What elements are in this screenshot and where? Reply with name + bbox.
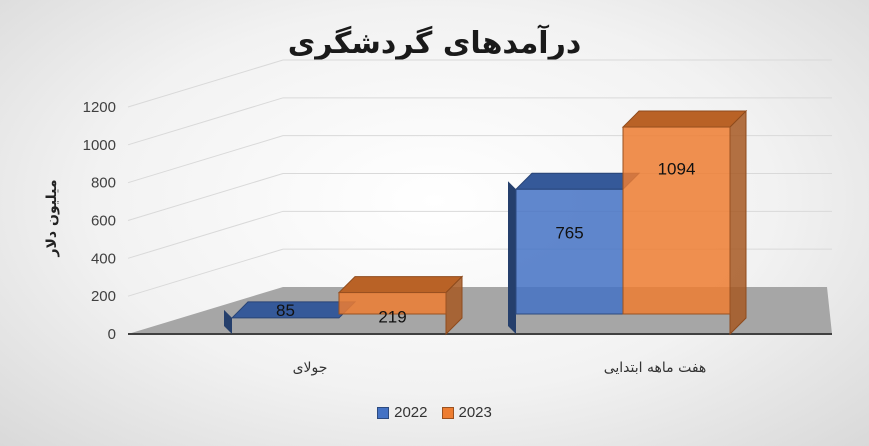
legend-swatch-2022: [377, 406, 390, 419]
gridline: [127, 97, 832, 146]
bar-top-face: [514, 172, 641, 190]
bar-side-face: [224, 309, 232, 334]
y-tick-label: 200: [91, 288, 116, 305]
legend-label-2023: 2023: [458, 404, 492, 421]
y-tick-label: 1200: [83, 99, 116, 116]
y-tick-label: 400: [91, 250, 116, 267]
bar-top-face: [621, 110, 748, 128]
bar-2023-1: [622, 126, 731, 315]
data-label: 85: [276, 301, 295, 320]
y-tick-label: 0: [108, 326, 116, 343]
legend-item-2023: 2023: [441, 404, 492, 421]
legend-swatch-2023: [441, 406, 454, 419]
x-category-label: هفت ماهه ابتدایی: [604, 360, 707, 376]
y-tick-label: 1000: [83, 137, 116, 154]
data-label: 765: [555, 224, 583, 243]
bar-side-face: [729, 109, 747, 336]
data-label: 1094: [658, 159, 696, 178]
y-tick-label: 800: [91, 175, 116, 192]
bar-2022-1: [515, 188, 624, 315]
chart-title: درآمدهای گردشگری: [287, 26, 582, 61]
legend: 2022 2023: [0, 404, 869, 421]
bar-2023-0: [338, 292, 447, 315]
data-label: 219: [378, 308, 406, 327]
gridline: [127, 59, 832, 108]
bar-side-face: [445, 275, 463, 336]
bar-side-face: [508, 181, 516, 334]
bar-top-face: [337, 276, 464, 294]
x-category-label: جولای: [293, 360, 328, 376]
legend-label-2022: 2022: [394, 404, 428, 421]
legend-item-2022: 2022: [377, 404, 428, 421]
y-tick-label: 600: [91, 213, 116, 230]
